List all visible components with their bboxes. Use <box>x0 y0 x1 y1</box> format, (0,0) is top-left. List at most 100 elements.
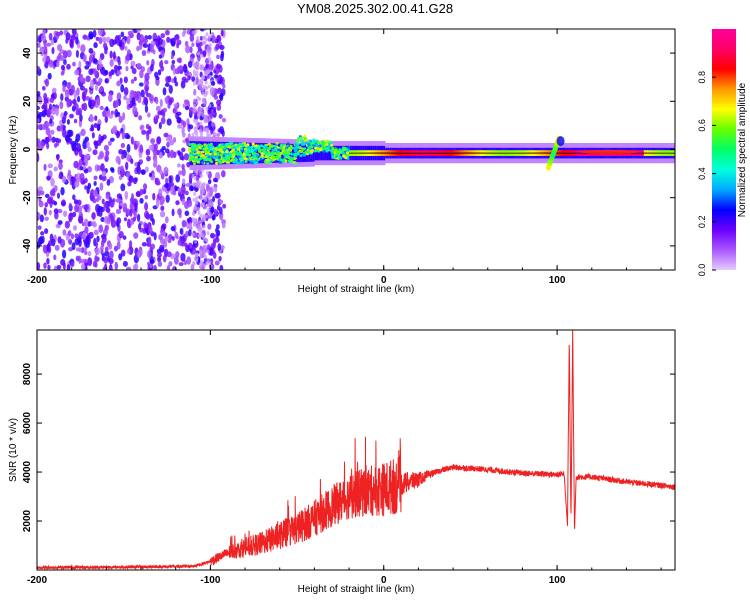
noise-blob <box>164 216 169 224</box>
noise-blob <box>181 198 186 206</box>
noise-blob <box>192 249 197 254</box>
noise-blob <box>123 95 127 101</box>
noise-blob <box>44 228 49 234</box>
noise-blob <box>60 259 66 266</box>
noise-blob <box>172 190 177 196</box>
noise-blob <box>71 242 76 251</box>
noise-blob <box>130 192 135 202</box>
noise-blob <box>126 152 130 162</box>
noise-blob <box>183 99 190 104</box>
noise-blob <box>64 220 70 229</box>
signal-speckle <box>335 154 339 158</box>
snr-y-axis: 2000 4000 6000 8000 <box>22 363 675 532</box>
noise-blob <box>128 103 134 108</box>
signal-speckle <box>210 155 215 158</box>
noise-blob <box>216 224 220 230</box>
signal-speckle <box>242 153 246 156</box>
noise-blob <box>141 129 147 135</box>
noise-blob <box>55 107 59 117</box>
y-tick-label: 2000 <box>22 509 33 532</box>
snr-series-line <box>37 330 675 570</box>
signal-speckle <box>310 150 314 154</box>
noise-blob <box>218 114 223 119</box>
noise-blob <box>136 62 142 69</box>
noise-blob <box>143 96 147 105</box>
signal-speckle <box>299 138 303 142</box>
signal-speckle <box>201 161 205 164</box>
signal-speckle <box>345 151 350 155</box>
x-tick-label: 0 <box>381 575 387 586</box>
band-outer <box>258 142 261 164</box>
noise-blob <box>99 105 104 110</box>
y-tick-label: -20 <box>22 190 33 205</box>
signal-speckle <box>303 134 307 138</box>
noise-blob <box>208 260 212 265</box>
noise-blob <box>73 199 79 205</box>
noise-blob <box>108 113 114 119</box>
noise-blob <box>37 96 43 105</box>
y-tick-label: 8000 <box>22 363 33 386</box>
noise-blob <box>88 31 94 40</box>
noise-blob <box>74 180 80 188</box>
noise-blob <box>182 178 186 186</box>
noise-blob <box>191 42 195 47</box>
signal-speckle <box>251 142 255 146</box>
noise-blob <box>96 197 100 203</box>
noise-blob <box>104 224 110 231</box>
noise-blob <box>216 54 220 60</box>
noise-blob <box>110 110 115 115</box>
signal-speckle <box>251 156 255 160</box>
signal-speckle <box>262 145 266 149</box>
noise-blob <box>140 169 146 175</box>
noise-blob <box>211 35 216 44</box>
noise-blob <box>155 75 160 81</box>
noise-blob <box>87 257 93 266</box>
signal-speckle <box>225 150 229 153</box>
noise-blob <box>202 252 206 257</box>
noise-blob <box>93 122 98 128</box>
noise-blob <box>103 42 108 49</box>
colorbar-tick-label: 0.4 <box>697 167 707 180</box>
signal-speckle <box>217 156 222 159</box>
noise-blob <box>162 241 168 248</box>
noise-blob <box>199 185 203 190</box>
noise-blob <box>177 124 183 129</box>
noise-blob <box>117 70 122 76</box>
signal-speckle <box>273 145 278 149</box>
signal-speckle <box>236 143 241 147</box>
noise-blob <box>208 42 212 47</box>
noise-blob <box>186 218 192 223</box>
noise-blob <box>60 64 65 71</box>
noise-blob <box>76 142 82 152</box>
noise-blob <box>213 208 218 216</box>
noise-blob <box>151 218 155 226</box>
noise-blob <box>147 250 152 259</box>
noise-blob <box>73 160 79 169</box>
noise-blob <box>145 86 149 96</box>
noise-blob <box>162 254 167 263</box>
noise-blob <box>176 42 180 49</box>
band-outer <box>320 145 324 161</box>
noise-blob <box>199 121 203 126</box>
signal-speckle <box>290 146 294 150</box>
noise-blob <box>216 88 222 94</box>
noise-blob <box>192 222 196 227</box>
noise-blob <box>193 98 197 103</box>
noise-blob <box>43 207 47 216</box>
noise-blob <box>152 192 156 201</box>
signal-speckle <box>336 152 340 156</box>
signal-speckle <box>294 147 298 151</box>
noise-blob <box>100 217 105 223</box>
noise-blob <box>56 192 61 199</box>
noise-blob <box>94 241 99 248</box>
noise-blob <box>208 133 212 138</box>
noise-blob <box>196 182 200 187</box>
noise-blob <box>108 71 113 77</box>
signal-speckle <box>307 146 311 150</box>
noise-blob <box>138 82 144 87</box>
signal-speckle <box>344 156 348 160</box>
noise-blob <box>99 182 104 191</box>
signal-speckle <box>246 148 250 152</box>
noise-blob <box>109 137 115 142</box>
